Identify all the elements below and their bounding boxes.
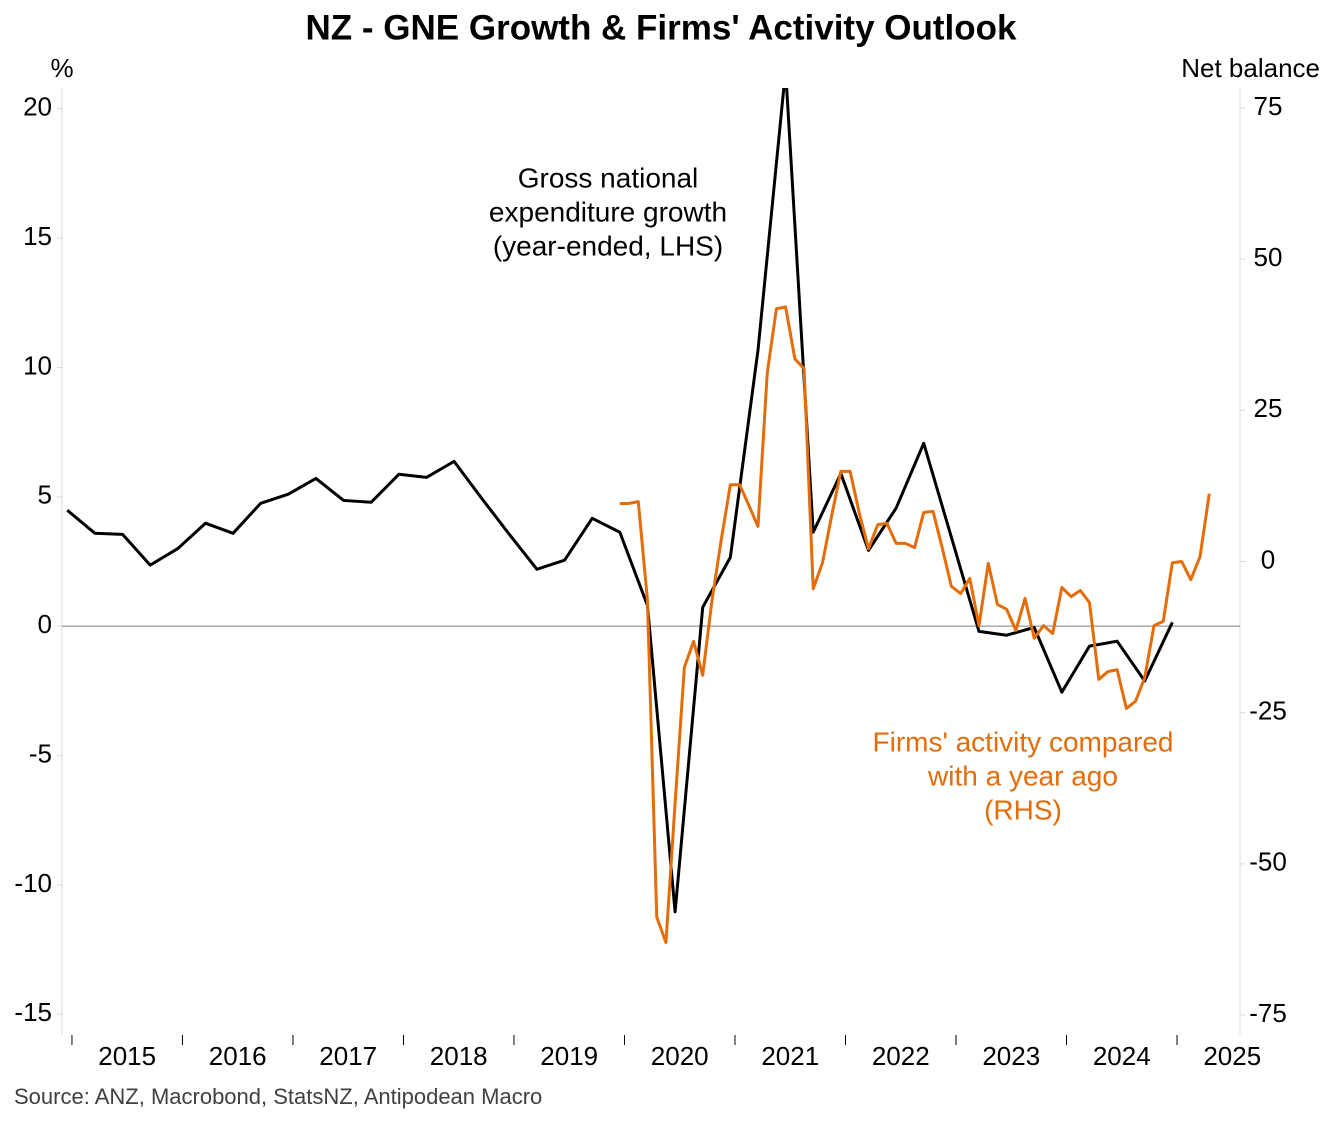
y-tick-label: 15	[23, 221, 52, 251]
series-line	[66, 88, 1174, 914]
y2-tick-label: -50	[1249, 847, 1287, 877]
x-tick-label: 2016	[209, 1041, 267, 1071]
x-tick-label: 2024	[1093, 1041, 1151, 1071]
y-axis-label: %	[50, 53, 73, 83]
y-tick-label: -5	[29, 738, 52, 768]
x-tick-label: 2015	[98, 1041, 156, 1071]
series-line	[619, 305, 1211, 944]
y-tick-label: 10	[23, 350, 52, 380]
y-tick-label: 0	[38, 609, 52, 639]
series-annotation: (RHS)	[984, 794, 1062, 825]
y-tick-label: 20	[23, 92, 52, 122]
series-annotation: with a year ago	[927, 760, 1118, 791]
y2-tick-label: 50	[1254, 242, 1283, 272]
plot-area	[66, 88, 1211, 944]
x-tick-label: 2017	[319, 1041, 377, 1071]
y2-tick-label: -25	[1249, 696, 1287, 726]
series-annotation: Firms' activity compared	[873, 726, 1174, 757]
x-tick-label: 2019	[540, 1041, 598, 1071]
y2-tick-label: 25	[1254, 393, 1283, 423]
x-tick-label: 2023	[982, 1041, 1040, 1071]
series-annotation: expenditure growth	[489, 196, 727, 227]
x-tick-label: 2025	[1203, 1041, 1261, 1071]
y2-tick-label: 0	[1261, 544, 1275, 574]
x-tick-label: 2018	[430, 1041, 488, 1071]
x-tick-label: 2022	[872, 1041, 930, 1071]
y-tick-label: 5	[38, 480, 52, 510]
source-note: Source: ANZ, Macrobond, StatsNZ, Antipod…	[14, 1084, 542, 1109]
y2-axis-label: Net balance	[1181, 53, 1320, 83]
y2-tick-label: -75	[1249, 998, 1287, 1028]
series-annotation: (year-ended, LHS)	[493, 230, 723, 261]
chart-title: NZ - GNE Growth & Firms' Activity Outloo…	[306, 8, 1017, 47]
series-annotation: Gross national	[518, 162, 699, 193]
x-tick-label: 2020	[651, 1041, 709, 1071]
x-tick-label: 2021	[761, 1041, 819, 1071]
y2-tick-label: 75	[1254, 91, 1283, 121]
y-tick-label: -15	[14, 997, 52, 1027]
y-tick-label: -10	[14, 868, 52, 898]
